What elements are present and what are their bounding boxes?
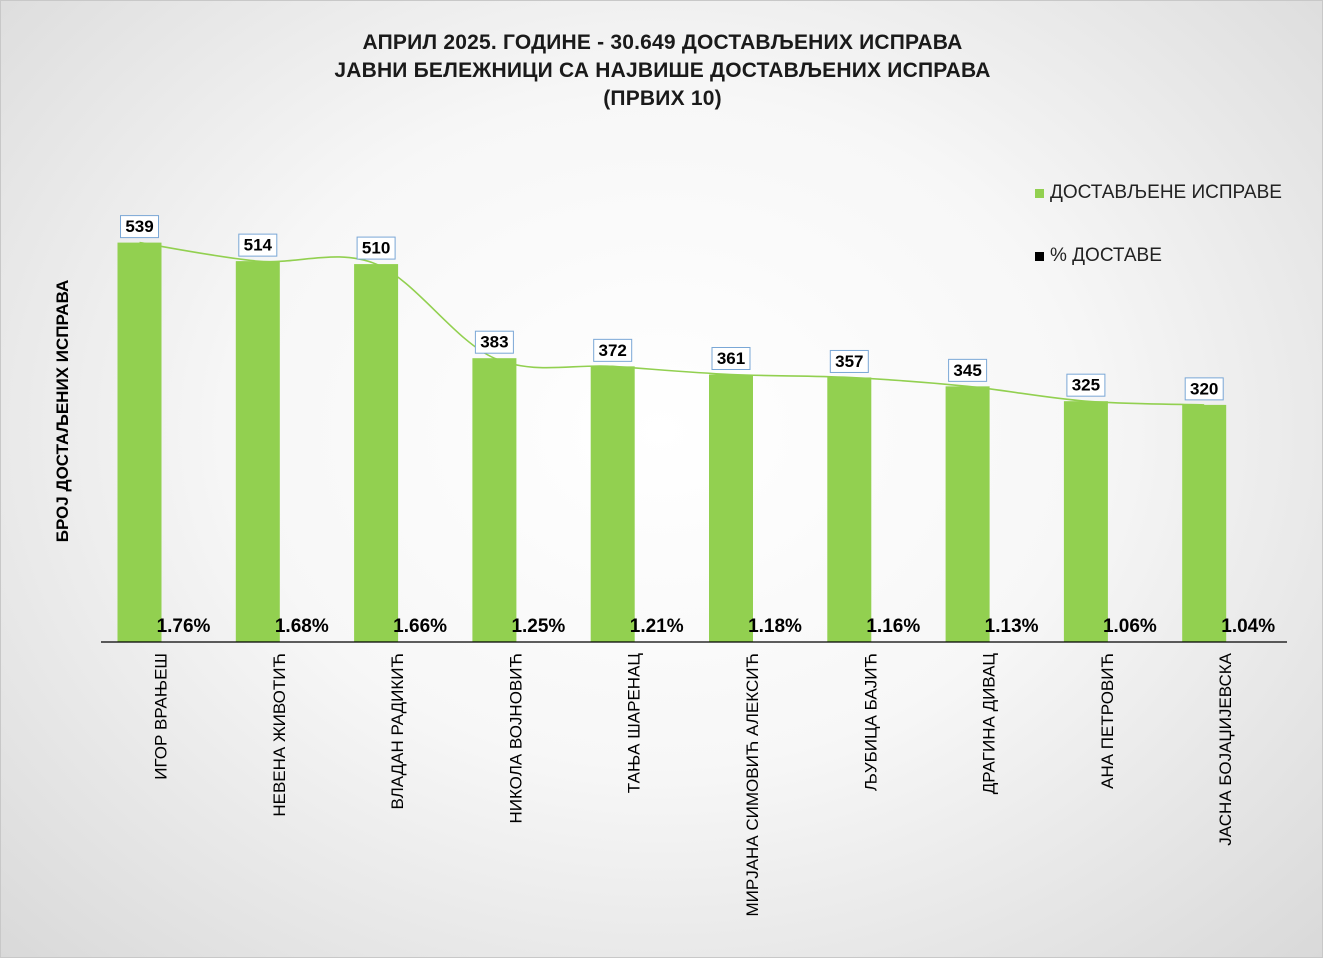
percent-label: 1.21% <box>630 616 684 637</box>
bar <box>709 374 753 642</box>
data-label-box <box>593 338 633 362</box>
data-label-box <box>829 349 869 373</box>
bar <box>590 366 635 642</box>
chart-title-line-3: (ПРВИХ 10) <box>603 87 722 110</box>
data-label: 372 <box>599 341 627 360</box>
data-label: 514 <box>244 236 273 255</box>
bar <box>945 386 990 642</box>
legend-label-delivered: ДОСТАВЉЕНЕ ИСПРАВЕ <box>1050 182 1282 203</box>
trend-line <box>139 241 1205 406</box>
data-label: 510 <box>362 239 390 258</box>
data-label-box <box>120 215 159 239</box>
data-label-box <box>1184 377 1224 401</box>
x-tick-label: НЕВЕНА ЖИВОТИЋ <box>270 653 289 817</box>
data-label: 361 <box>717 349 745 368</box>
bar <box>117 242 162 642</box>
data-label: 325 <box>1072 376 1100 395</box>
x-tick-label: НИКОЛА ВОЈНОВИЋ <box>506 653 525 824</box>
percent-label: 1.06% <box>1103 616 1157 637</box>
percent-label: 1.16% <box>866 616 920 637</box>
x-tick-label: ЈАСНА БОЈАЏИЈЕВСКА <box>1216 652 1235 845</box>
data-label: 383 <box>480 333 508 352</box>
bar <box>354 264 399 642</box>
chart-title-line-2: ЈАВНИ БЕЛЕЖНИЦИ СА НАЈВИШЕ ДОСТАВЉЕНИХ И… <box>334 59 991 82</box>
bar <box>827 377 872 642</box>
percent-label: 1.76% <box>157 616 211 637</box>
percent-label: 1.04% <box>1221 616 1275 637</box>
percent-label: 1.68% <box>275 616 329 637</box>
legend-item-delivered: ДОСТАВЉЕНЕ ИСПРАВЕ <box>1035 182 1282 204</box>
data-label-box <box>238 233 278 257</box>
bar <box>472 358 517 642</box>
legend-label-percent: % ДОСТАВЕ <box>1050 245 1162 266</box>
data-label-box <box>948 358 988 382</box>
percent-label: 1.25% <box>511 616 565 637</box>
data-label: 320 <box>1190 379 1218 398</box>
x-tick-label: ДРАГИНА ДИВАЦ <box>980 653 999 795</box>
x-tick-label: МИРЈАНА СИМОВИЋ АЛЕКСИЋ <box>743 653 762 917</box>
data-label-box <box>474 330 514 354</box>
percent-label: 1.13% <box>985 616 1039 637</box>
legend-item-percent: % ДОСТАВЕ <box>1035 245 1162 267</box>
data-label: 345 <box>953 361 981 380</box>
data-label: 357 <box>835 352 863 371</box>
x-tick-label: ТАЊА ШАРЕНАЦ <box>625 653 644 794</box>
percent-label: 1.18% <box>748 616 802 637</box>
percent-label: 1.66% <box>393 616 447 637</box>
data-label-box <box>1066 373 1106 397</box>
x-tick-label: ИГОР ВРАЊЕШ <box>152 653 171 780</box>
x-tick-label: ЉУБИЦА БАЈИЋ <box>861 653 880 791</box>
data-label-box <box>356 236 396 260</box>
bar <box>1063 401 1108 642</box>
data-label-box <box>711 346 751 370</box>
legend-swatch-delivered <box>1035 188 1044 198</box>
data-label: 539 <box>125 217 153 236</box>
x-tick-label: ВЛАДАН РАДИКИЋ <box>388 653 407 810</box>
chart-title-line-1: АПРИЛ 2025. ГОДИНЕ - 30.649 ДОСТАВЉЕНИХ … <box>362 31 963 54</box>
legend-swatch-percent <box>1035 251 1044 261</box>
x-tick-label: АНА ПЕТРОВИЋ <box>1098 653 1117 789</box>
bar <box>1182 404 1227 642</box>
bar <box>235 261 280 642</box>
